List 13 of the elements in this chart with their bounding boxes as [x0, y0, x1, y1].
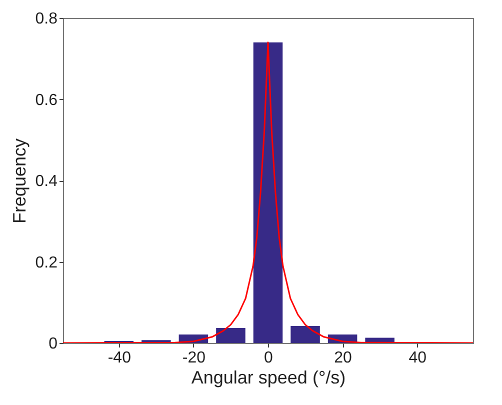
x-tick-label: 20	[334, 350, 352, 366]
x-tick-label: -20	[182, 350, 206, 366]
y-tick-label: 0.2	[35, 254, 58, 272]
y-tick-label: 0.8	[35, 10, 58, 28]
y-tick-label: 0.6	[35, 92, 58, 109]
x-tick-label: 0	[264, 350, 274, 366]
x-axis-title: Angular speed (°/s)	[191, 368, 346, 388]
line-series	[63, 42, 473, 343]
y-tick-label: 0	[48, 336, 58, 352]
y-axis-title: Frequency	[9, 138, 30, 224]
y-tick-label: 0.4	[35, 173, 58, 190]
x-tick-label: -40	[108, 350, 132, 366]
x-tick-label: 40	[408, 350, 427, 366]
